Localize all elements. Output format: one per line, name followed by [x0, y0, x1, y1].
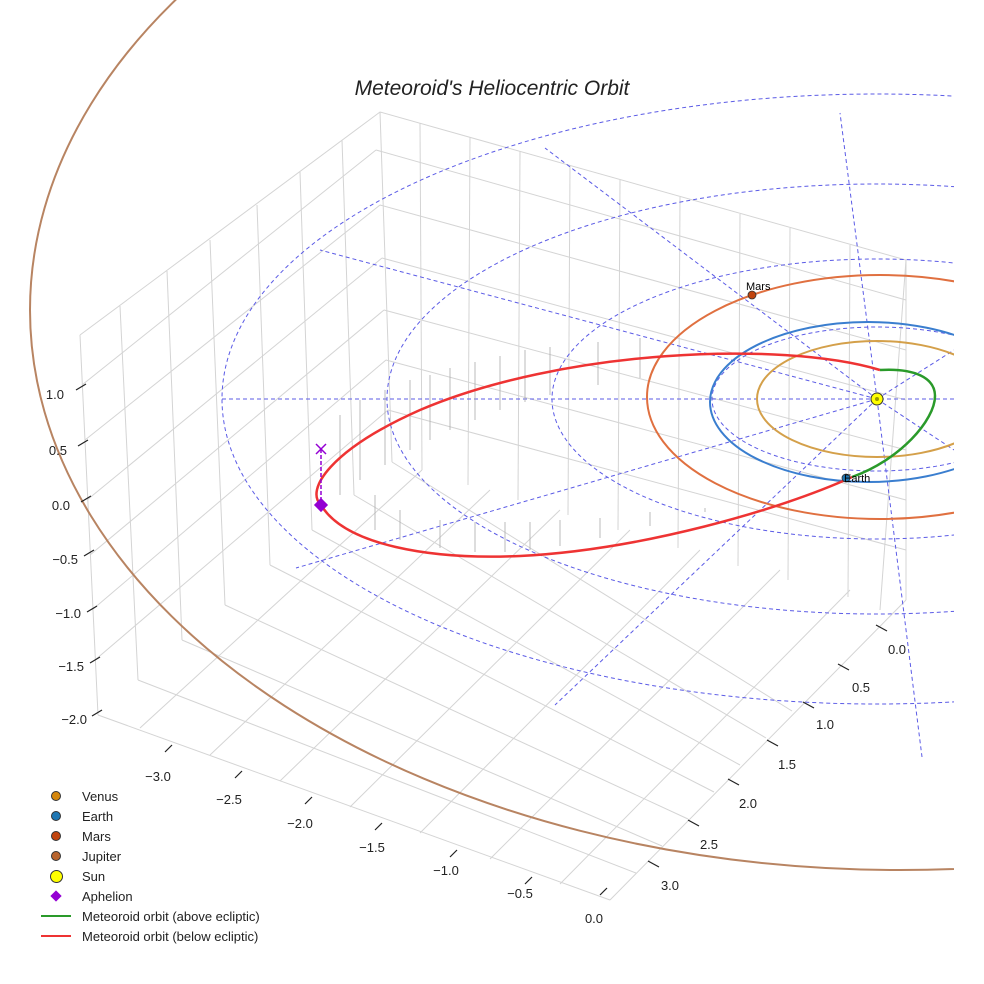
legend-item: Jupiter	[40, 846, 260, 866]
z-tick: 0.0	[52, 498, 70, 513]
red-line-legend-icon	[41, 935, 71, 937]
earth-marker	[841, 473, 851, 483]
y-tick: 3.0	[661, 878, 679, 893]
green-line-legend-icon	[41, 915, 71, 917]
z-tick: 0.5	[49, 443, 67, 458]
x-tick: −1.0	[433, 863, 459, 878]
legend-label: Meteoroid orbit (above ecliptic)	[82, 908, 260, 924]
z-tick: −0.5	[52, 552, 78, 567]
sun-marker	[870, 392, 884, 406]
z-tick: 1.0	[46, 387, 64, 402]
planet-orbits	[29, 0, 954, 871]
legend-item: Venus	[40, 786, 260, 806]
y-tick-labels: 0.0 0.5 1.0 1.5 2.0 2.5 3.0	[661, 642, 906, 893]
ecliptic-guides	[221, 93, 954, 758]
legend-label: Aphelion	[82, 888, 133, 904]
legend-item: Meteoroid orbit (below ecliptic)	[40, 926, 260, 946]
legend-item: Meteoroid orbit (above ecliptic)	[40, 906, 260, 926]
z-tick: −2.0	[61, 712, 87, 727]
earth-orbit	[709, 321, 954, 483]
x-tick: −2.0	[287, 816, 313, 831]
legend-label: Earth	[82, 808, 114, 824]
axis-grid	[79, 111, 907, 901]
y-tick: 2.5	[700, 837, 718, 852]
mars-legend-dot	[51, 831, 61, 841]
x-tick: −3.0	[145, 769, 171, 784]
y-axis	[647, 624, 888, 868]
jupiter-legend-dot	[51, 851, 61, 861]
mars-marker	[747, 290, 757, 300]
y-tick: 0.0	[888, 642, 906, 657]
legend: Venus Earth Mars Jupiter Sun Aphelion Me…	[40, 786, 260, 946]
legend-item: Aphelion	[40, 886, 260, 906]
legend-label: Sun	[82, 868, 106, 884]
mars-orbit	[646, 274, 954, 520]
x-tick-labels: −3.0 −2.5 −2.0 −1.5 −1.0 −0.5 0.0	[145, 769, 603, 926]
orbit-above-ecliptic	[851, 368, 937, 479]
aphelion-marker	[313, 443, 329, 513]
sun-legend-icon	[49, 869, 63, 883]
y-tick: 0.5	[852, 680, 870, 695]
x-tick: 0.0	[585, 911, 603, 926]
z-tick: −1.0	[55, 606, 81, 621]
jupiter-orbit	[29, 0, 954, 871]
z-tick: −1.5	[58, 659, 84, 674]
aphelion-legend-icon	[50, 890, 62, 902]
chart-title: Meteoroid's Heliocentric Orbit	[355, 77, 631, 100]
x-tick: −0.5	[507, 886, 533, 901]
y-tick: 1.0	[816, 717, 834, 732]
mars-label: Mars	[746, 281, 771, 293]
y-tick: 2.0	[739, 796, 757, 811]
earth-label: Earth	[844, 473, 870, 485]
venus-legend-dot	[51, 791, 61, 801]
x-tick: −2.5	[216, 792, 242, 807]
legend-item: Earth	[40, 806, 260, 826]
venus-orbit	[756, 340, 954, 458]
x-tick: −1.5	[359, 840, 385, 855]
legend-label: Mars	[82, 828, 111, 844]
legend-item: Mars	[40, 826, 260, 846]
x-axis	[164, 744, 608, 896]
legend-label: Venus	[82, 788, 119, 804]
legend-label: Jupiter	[82, 848, 122, 864]
drop-lines	[339, 338, 706, 552]
legend-item: Sun	[40, 866, 260, 886]
earth-legend-dot	[51, 811, 61, 821]
legend-label: Meteoroid orbit (below ecliptic)	[82, 928, 259, 944]
z-axis	[75, 383, 103, 717]
z-tick-labels: 1.0 0.5 0.0 −0.5 −1.0 −1.5 −2.0	[46, 387, 87, 727]
y-tick: 1.5	[778, 757, 796, 772]
